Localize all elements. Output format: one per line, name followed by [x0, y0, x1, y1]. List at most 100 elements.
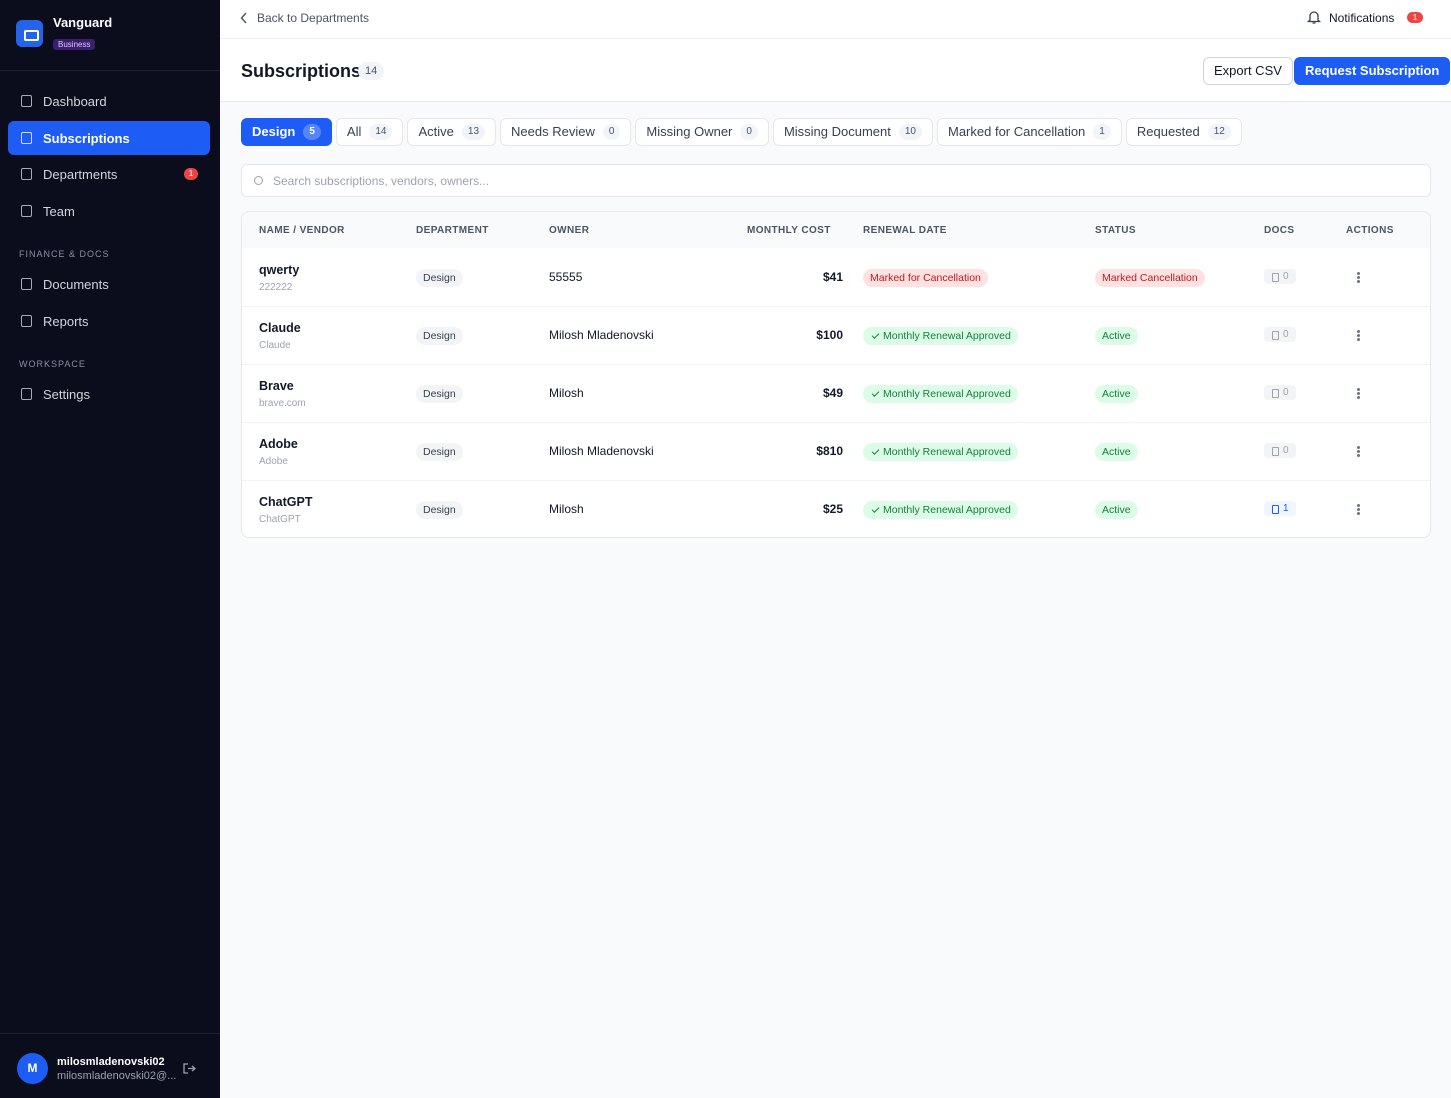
table-row[interactable]: Claude Claude Design Milosh Mladenovski $100…	[242, 306, 1430, 364]
nav-item[interactable]: Documents	[8, 267, 210, 301]
docs-count[interactable]: 0	[1264, 269, 1296, 284]
row-divider	[242, 306, 1430, 307]
nav-item[interactable]: Settings	[8, 377, 210, 411]
request-button[interactable]: Request Subscription	[1294, 57, 1451, 85]
sub-name: Adobe	[259, 437, 298, 451]
nav-item[interactable]: Dashboard	[8, 84, 210, 118]
logo	[16, 20, 43, 47]
department-pill: Design	[416, 501, 463, 519]
section-title: WORKSPACE	[19, 358, 86, 369]
brand: Vanguard	[53, 15, 113, 30]
tab-count: 10	[898, 124, 922, 140]
notifications[interactable]: Notifications	[1329, 11, 1395, 25]
logout-icon[interactable]	[182, 1062, 196, 1075]
docs-count[interactable]: 1	[1264, 501, 1296, 516]
export-button[interactable]: Export CSV	[1203, 57, 1293, 85]
filter-tab[interactable]: Active 13	[407, 118, 497, 146]
monthly-cost: $25	[822, 502, 843, 516]
renewal-pill: Monthly Renewal Approved	[863, 327, 1018, 345]
monthly-cost: $49	[822, 386, 843, 400]
status-pill: Active	[1095, 385, 1138, 403]
owner: Milosh	[549, 502, 584, 516]
tab-label: All	[346, 124, 362, 139]
column-header[interactable]: STATUS	[1095, 225, 1136, 236]
filter-tab[interactable]: Design 5	[241, 118, 332, 146]
tab-label: Missing Document	[783, 124, 891, 139]
sub-name: Brave	[259, 379, 294, 393]
filter-tab[interactable]: Requested 12	[1125, 118, 1242, 146]
status-pill: Marked Cancellation	[1095, 269, 1205, 287]
divider	[220, 38, 1451, 39]
page-title: Subscriptions	[241, 61, 362, 81]
nav-item[interactable]: Subscriptions	[8, 120, 210, 155]
tab-count: 0	[602, 124, 621, 140]
tab-count: 0	[740, 124, 758, 140]
renewal-pill: Monthly Renewal Approved	[863, 501, 1018, 519]
docs-count[interactable]: 0	[1264, 327, 1296, 342]
search-input[interactable]: Search subscriptions, vendors, owners...	[241, 164, 1431, 197]
renewal-pill: Marked for Cancellation	[863, 269, 988, 287]
filter-tab[interactable]: Needs Review 0	[500, 118, 632, 146]
row-divider	[242, 480, 1430, 481]
sidebar: Vanguard Business M milosmladenovski02 m…	[0, 0, 220, 1098]
sub-name: Claude	[259, 321, 301, 335]
owner: Milosh Mladenovski	[549, 328, 654, 342]
table-row[interactable]: Adobe Adobe Design Milosh Mladenovski $810 Mo…	[242, 422, 1430, 480]
table: NAME / VENDOR DEPARTMENT OWNER MONTHLY COST…	[241, 211, 1431, 538]
department-pill: Design	[416, 327, 463, 345]
back-link[interactable]: Back to Departments	[257, 11, 370, 25]
monthly-cost: $100	[816, 328, 843, 342]
back-icon	[240, 12, 247, 24]
row-divider	[242, 364, 1430, 365]
nav-item[interactable]: Departments 1	[8, 157, 210, 191]
column-header[interactable]: OWNER	[549, 225, 590, 236]
plan-badge: Business	[53, 39, 96, 50]
user-name: milosmladenovski02	[57, 1056, 165, 1068]
title-count: 14	[358, 62, 385, 80]
filter-tabs: Design 5 All 14 Active 13 Needs Review 0 Missing…	[241, 118, 1242, 146]
row-actions[interactable]	[1357, 276, 1360, 279]
filter-tab[interactable]: Missing Document 10	[772, 118, 933, 146]
table-row[interactable]: qwerty 222222 Design 55555 $41 Marked for Can…	[242, 248, 1430, 306]
owner: Milosh	[549, 386, 584, 400]
column-header[interactable]: NAME / VENDOR	[259, 225, 345, 236]
column-header[interactable]: RENEWAL DATE	[863, 225, 947, 236]
column-header[interactable]: DOCS	[1264, 225, 1295, 236]
vendor: ChatGPT	[259, 514, 301, 525]
filter-tab[interactable]: Missing Owner 0	[635, 118, 769, 146]
nav-item[interactable]: Reports	[8, 304, 210, 338]
row-divider	[242, 422, 1430, 423]
filter-tab[interactable]: All 14	[335, 118, 404, 146]
tab-count: 12	[1207, 124, 1231, 140]
row-actions[interactable]	[1357, 334, 1360, 337]
tab-label: Marked for Cancellation	[948, 124, 1086, 139]
row-actions[interactable]	[1357, 450, 1360, 453]
tab-count: 13	[461, 124, 486, 140]
filter-tab[interactable]: Marked for Cancellation 1	[937, 118, 1122, 146]
docs-count[interactable]: 0	[1264, 385, 1296, 400]
vendor: Claude	[259, 340, 291, 351]
sub-name: ChatGPT	[259, 495, 313, 509]
department-pill: Design	[416, 269, 463, 287]
column-header[interactable]: MONTHLY COST	[747, 225, 831, 236]
tab-label: Needs Review	[511, 124, 595, 139]
vendor: 222222	[259, 282, 293, 293]
department-pill: Design	[416, 385, 463, 403]
avatar[interactable]: M	[17, 1053, 48, 1084]
table-row[interactable]: Brave brave.com Design Milosh $49 Monthly Ren…	[242, 364, 1430, 422]
row-actions[interactable]	[1357, 392, 1360, 395]
row-actions[interactable]	[1357, 508, 1360, 511]
docs-count[interactable]: 0	[1264, 443, 1296, 458]
bell-icon[interactable]	[1307, 10, 1321, 25]
divider	[0, 1033, 220, 1034]
owner: 55555	[549, 270, 583, 284]
column-header[interactable]: DEPARTMENT	[416, 225, 489, 236]
table-row[interactable]: ChatGPT ChatGPT Design Milosh $25 Monthly Ren…	[242, 480, 1430, 537]
notification-count: 1	[1407, 12, 1423, 23]
nav-item[interactable]: Team	[8, 194, 210, 228]
status-pill: Active	[1095, 327, 1138, 345]
status-pill: Active	[1095, 443, 1138, 461]
divider	[0, 70, 220, 71]
owner: Milosh Mladenovski	[549, 444, 654, 458]
